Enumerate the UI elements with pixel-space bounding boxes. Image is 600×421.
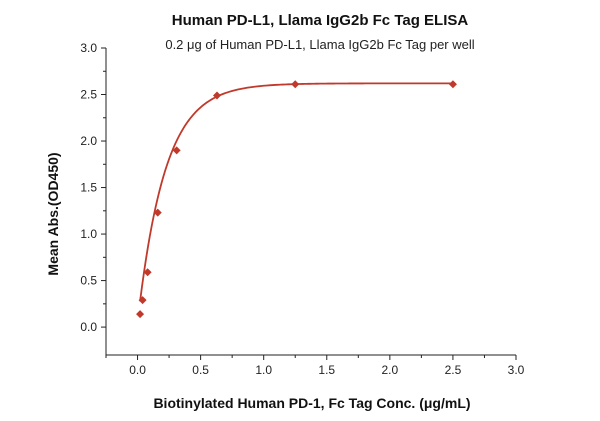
chart-title: Human PD-L1, Llama IgG2b Fc Tag ELISA xyxy=(172,12,469,29)
y-tick-label: 1.0 xyxy=(80,227,97,241)
x-axis-label: Biotinylated Human PD-1, Fc Tag Conc. (μ… xyxy=(153,395,470,411)
data-points-layer xyxy=(136,80,457,319)
x-tick-label: 2.5 xyxy=(445,363,462,377)
data-point xyxy=(138,296,147,305)
data-point xyxy=(448,80,457,89)
x-tick-label: 2.0 xyxy=(382,363,399,377)
chart-subtitle: 0.2 μg of Human PD-L1, Llama IgG2b Fc Ta… xyxy=(165,37,474,52)
data-point xyxy=(153,208,162,217)
y-tick-label: 2.0 xyxy=(80,134,97,148)
y-tick-label: 3.0 xyxy=(80,41,97,55)
x-tick-label: 0.5 xyxy=(192,363,209,377)
data-point xyxy=(213,91,222,100)
data-point xyxy=(143,268,152,277)
x-tick-label: 1.0 xyxy=(255,363,272,377)
data-point xyxy=(136,310,145,319)
y-tick-label: 1.5 xyxy=(80,181,97,195)
data-point xyxy=(172,146,181,155)
x-tick-label: 3.0 xyxy=(508,363,525,377)
fit-curve-layer xyxy=(139,82,453,302)
fit-curve xyxy=(139,82,453,302)
y-tick-label: 2.5 xyxy=(80,88,97,102)
ticks: 0.0 0.5 1.0 1.5 2.0 2.5 3.0 0.0 0.5 1.0 1.5 2.0 2.5 3… xyxy=(80,41,524,377)
y-tick-label: 0.0 xyxy=(80,320,97,334)
y-axis-label: Mean Abs.(OD450) xyxy=(45,152,61,275)
x-tick-label: 0.0 xyxy=(129,363,146,377)
x-tick-label: 1.5 xyxy=(318,363,335,377)
data-point xyxy=(291,80,300,89)
y-tick-label: 0.5 xyxy=(80,274,97,288)
axes xyxy=(105,48,516,356)
